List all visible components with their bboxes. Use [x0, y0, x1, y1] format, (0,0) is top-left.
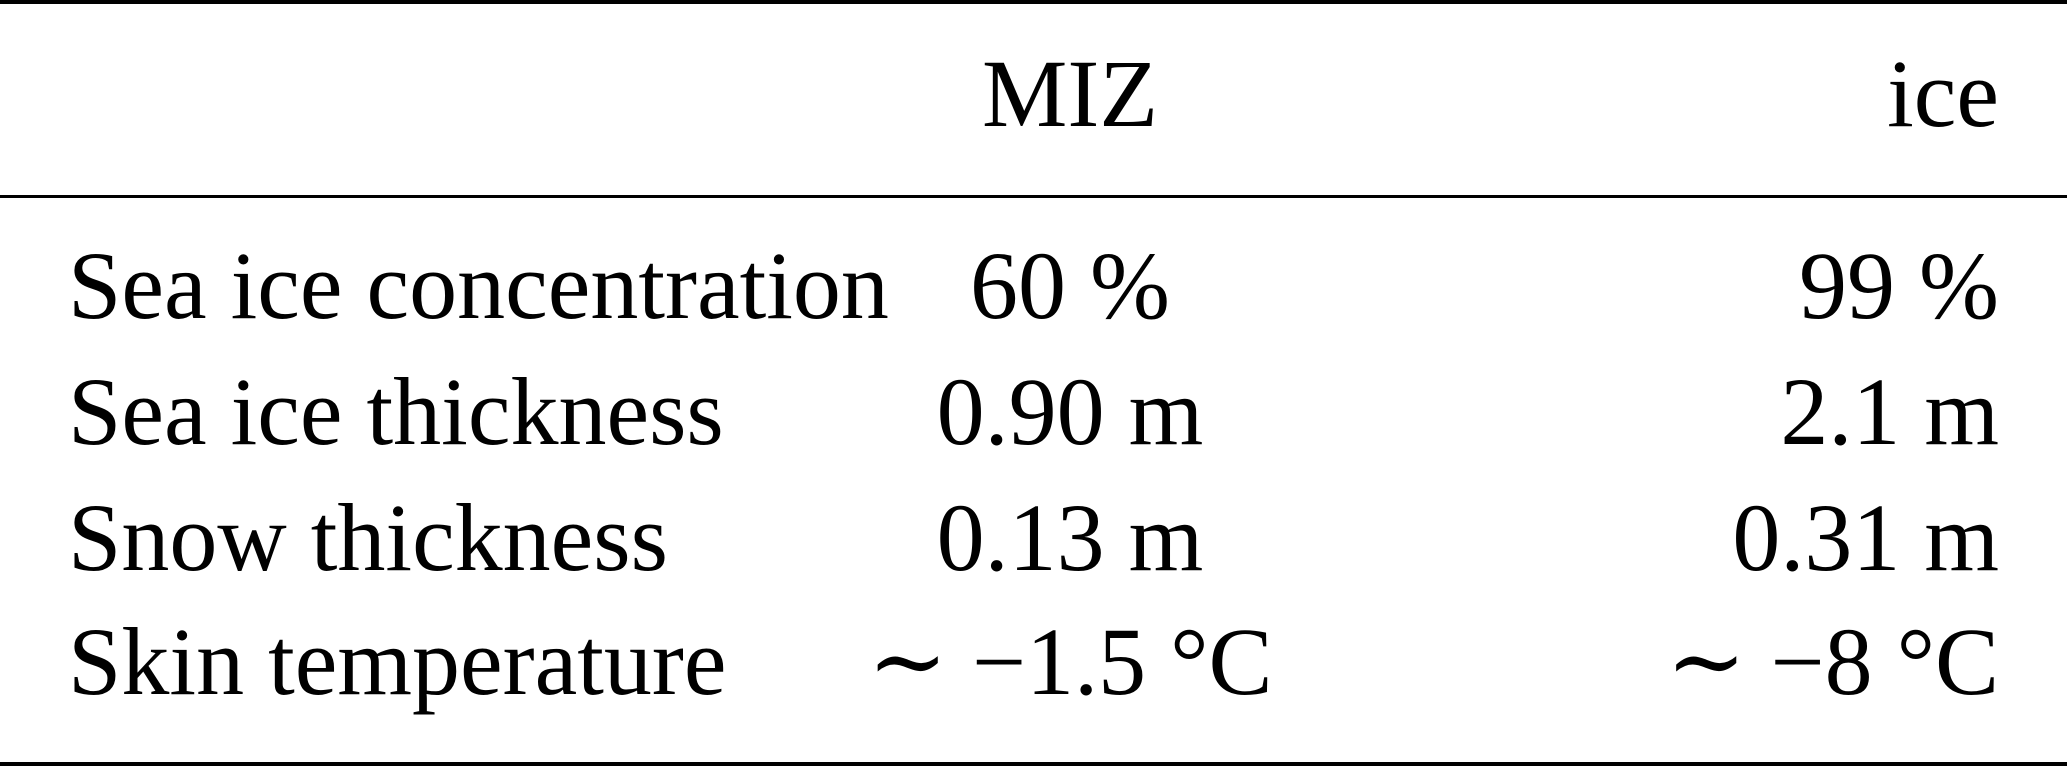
column-header-miz: MIZ — [982, 40, 1158, 147]
row-label: Snow thickness — [68, 484, 668, 591]
header-rule — [0, 195, 2067, 198]
top-rule — [0, 0, 2067, 4]
miz-value: ∼ −1.5 °C — [867, 608, 1273, 715]
miz-value: 60 % — [970, 232, 1170, 339]
row-label: Skin temperature — [68, 608, 727, 715]
ice-value: 0.31 m — [1732, 484, 1999, 591]
ice-value: 99 % — [1799, 232, 1999, 339]
ice-value: ∼ −8 °C — [1666, 608, 1999, 715]
bottom-rule — [0, 762, 2067, 766]
ice-value: 2.1 m — [1780, 358, 1999, 465]
row-label: Sea ice concentration — [68, 232, 889, 339]
column-header-ice: ice — [1887, 40, 1999, 147]
miz-value: 0.13 m — [936, 484, 1204, 591]
miz-value: 0.90 m — [936, 358, 1204, 465]
row-label: Sea ice thickness — [68, 358, 724, 465]
